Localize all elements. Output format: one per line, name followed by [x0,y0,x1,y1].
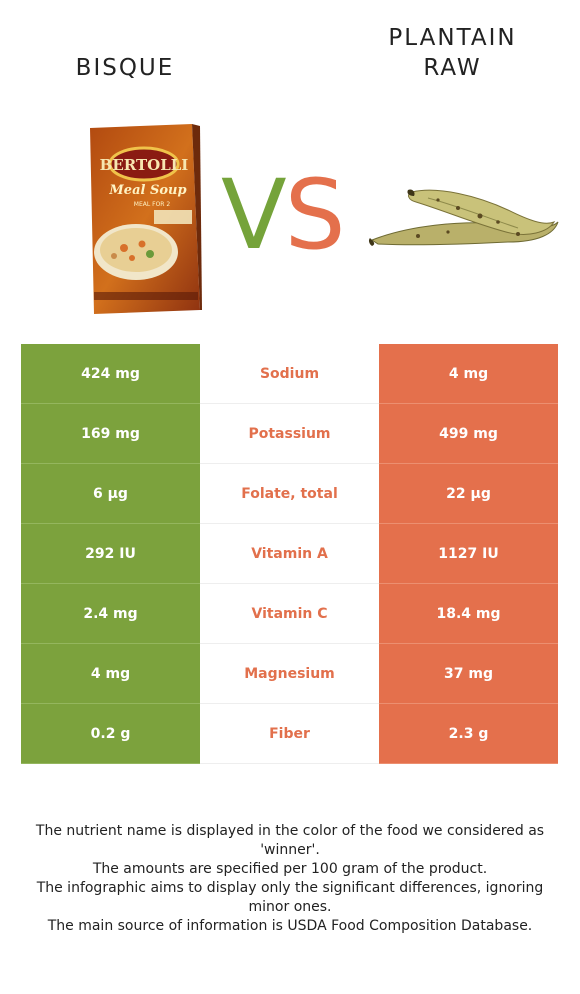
left-value: 169 mg [21,403,200,464]
nutrient-comparison-table: 424 mg Sodium 4 mg 169 mg Potassium 499 mg 6 µ… [21,344,558,764]
table-row: 424 mg Sodium 4 mg [21,344,558,404]
nutrient-name: Sodium [200,344,379,404]
right-food-title-line1: PLANTAIN [388,25,517,51]
table-row: 0.2 g Fiber 2.3 g [21,703,558,764]
note-3: The infographic aims to display only the… [36,880,544,915]
left-value: 6 µg [21,463,200,524]
left-value: 0.2 g [21,703,200,764]
table-row: 169 mg Potassium 499 mg [21,403,558,464]
right-food-title-line2: RAW [423,55,482,81]
right-value: 37 mg [379,643,558,704]
table-row: 4 mg Magnesium 37 mg [21,643,558,704]
vs-v: V [221,159,287,271]
footnotes: The nutrient name is displayed in the co… [30,822,550,936]
note-1: The nutrient name is displayed in the co… [35,823,545,858]
nutrient-name: Vitamin A [200,523,379,584]
right-value: 22 µg [379,463,558,524]
note-2: The amounts are specified per 100 gram o… [92,861,488,877]
left-food-title: BISQUE [75,55,175,81]
nutrient-name: Fiber [200,703,379,764]
right-value: 1127 IU [379,523,558,584]
table-row: 2.4 mg Vitamin C 18.4 mg [21,583,558,644]
nutrient-name: Folate, total [200,463,379,524]
right-food-title: PLANTAIN RAW [340,23,565,83]
nutrient-name: Magnesium [200,643,379,704]
left-value: 4 mg [21,643,200,704]
box-brand-text: BERTOLLI [100,156,189,174]
right-value: 4 mg [379,344,558,404]
left-value: 292 IU [21,523,200,584]
note-4: The main source of information is USDA F… [47,918,533,934]
nutrient-name: Potassium [200,403,379,464]
right-value: 499 mg [379,403,558,464]
right-value: 18.4 mg [379,583,558,644]
nutrient-name: Vitamin C [200,583,379,644]
right-value: 2.3 g [379,703,558,764]
plantain-image [368,189,559,246]
table-row: 292 IU Vitamin A 1127 IU [21,523,558,584]
box-name-text: Meal Soup [108,183,186,198]
vs-label: VS [221,159,346,271]
vs-s: S [284,159,346,271]
table-row: 6 µg Folate, total 22 µg [21,463,558,524]
soup-box-image: BERTOLLI Meal Soup MEAL FOR 2 [90,124,202,314]
left-value: 2.4 mg [21,583,200,644]
left-value: 424 mg [21,344,200,404]
box-sub-text: MEAL FOR 2 [134,201,171,208]
